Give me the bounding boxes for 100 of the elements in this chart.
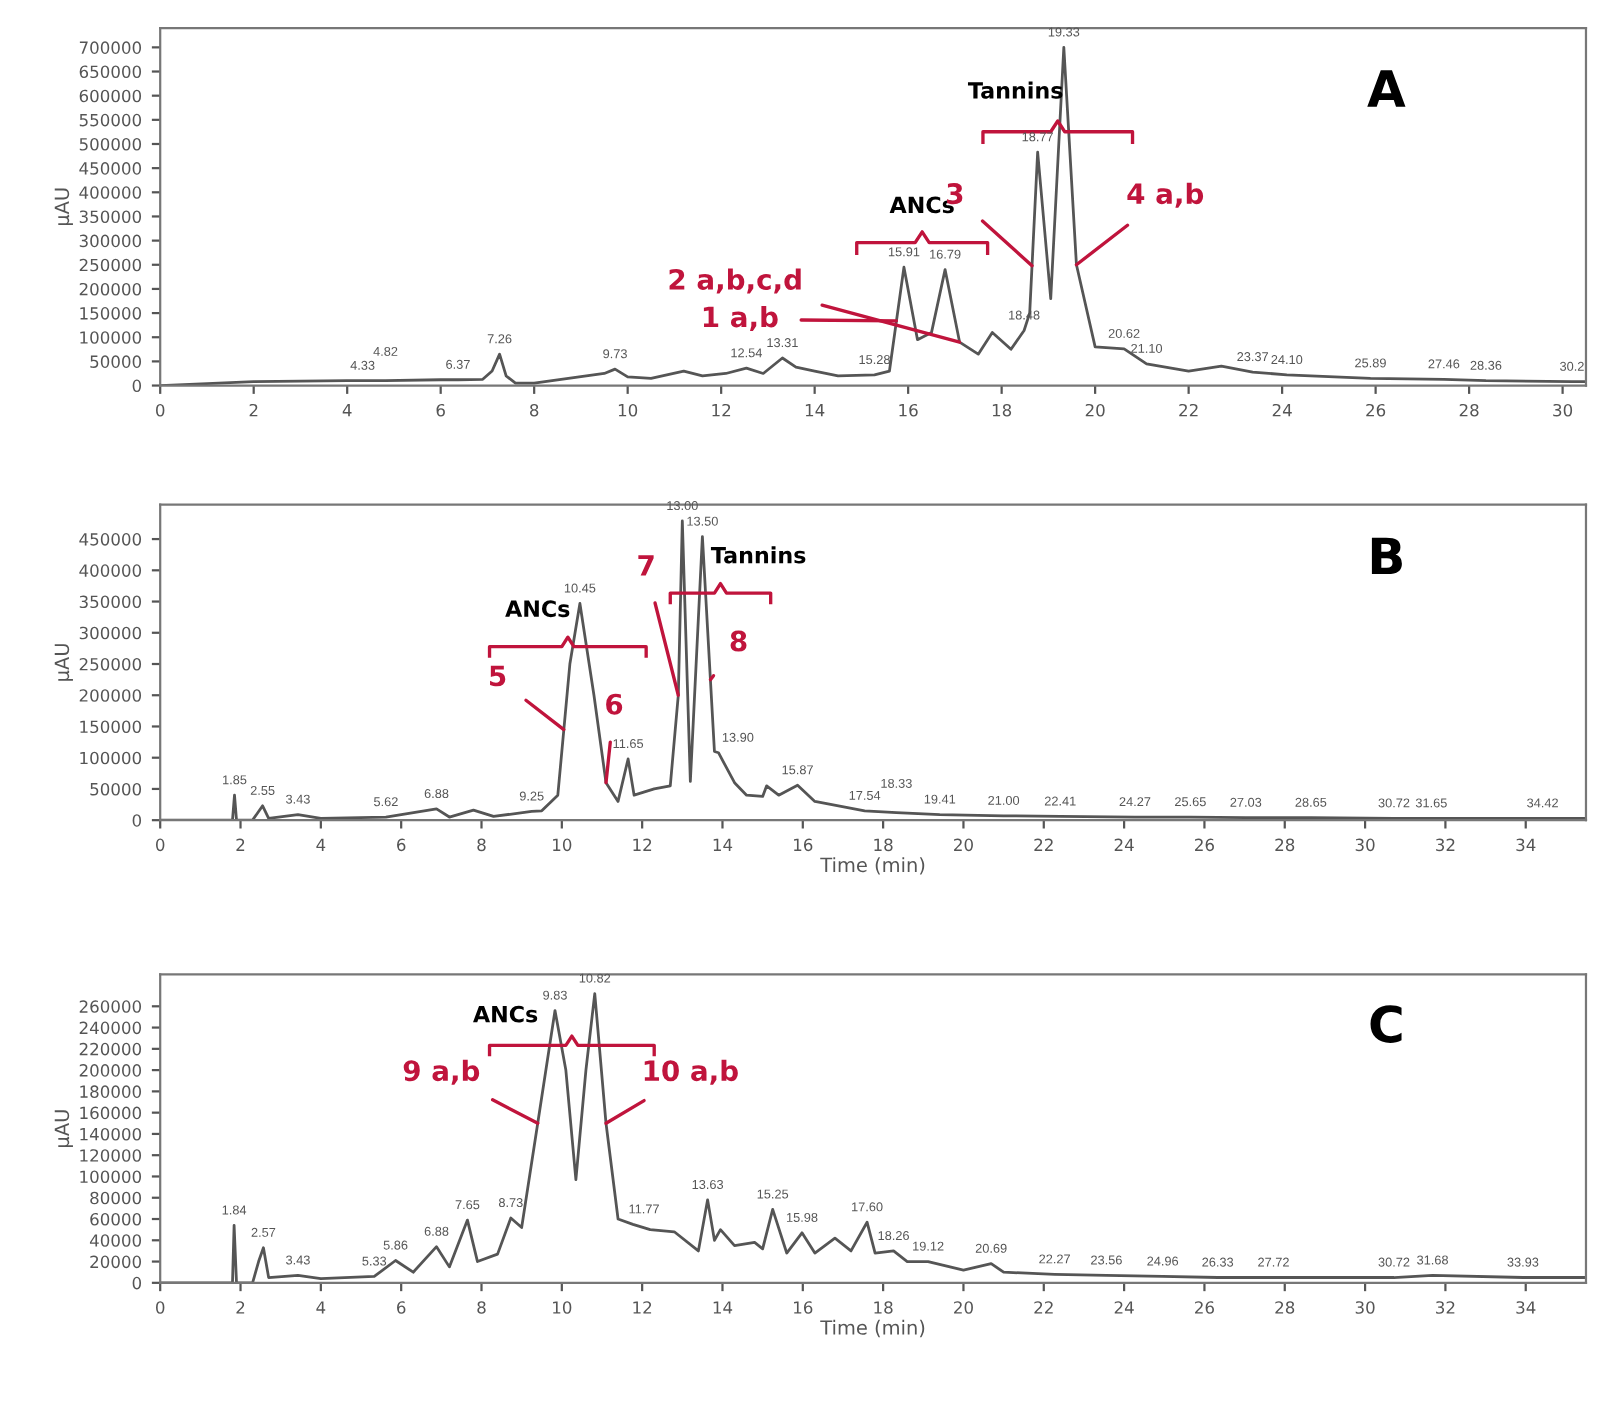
y-tick-label: 200000 xyxy=(79,282,142,296)
text: B xyxy=(1371,537,1402,575)
y-tick-label: 80000 xyxy=(90,1191,142,1205)
x-tick-label: 24 xyxy=(1114,1301,1134,1314)
y-tick-label: 450000 xyxy=(79,533,142,546)
x-tick-label: 28 xyxy=(1459,403,1479,417)
x-tick-label: 30 xyxy=(1355,1301,1375,1314)
x-tick-label: 10 xyxy=(553,1301,572,1314)
y-tick-label: 0 xyxy=(132,814,142,827)
x-tick-label: 18 xyxy=(874,1301,893,1314)
x-tick-label: 14 xyxy=(713,838,733,851)
y-tick-label: 50000 xyxy=(90,782,142,796)
annotation: Tannins xyxy=(710,546,806,564)
x-tick-label: 32 xyxy=(1436,838,1455,852)
x-tick-label: 20 xyxy=(954,1301,973,1314)
y-tick-label: 180000 xyxy=(80,1085,142,1098)
y-tick-label: 240000 xyxy=(79,1021,142,1035)
annotation: 8 xyxy=(730,630,747,652)
x-tick-label: 8 xyxy=(530,403,539,417)
x-tick-label: 0 xyxy=(156,1301,165,1314)
y-tick-label: 600000 xyxy=(79,89,142,103)
x-tick-label: 24 xyxy=(1114,838,1134,851)
y-tick-label: 40000 xyxy=(89,1234,142,1247)
y-tick-label: 550000 xyxy=(79,113,142,127)
y-tick-label: 500000 xyxy=(79,137,142,151)
text: A xyxy=(1367,70,1406,107)
annotation: ANCs xyxy=(473,1005,538,1023)
x-tick-label: 30 xyxy=(1355,838,1375,852)
x-tick-label: 12 xyxy=(712,403,731,417)
x-tick-label: 6 xyxy=(397,838,406,852)
chart-title: C xyxy=(1370,1005,1402,1043)
x-tick-label: 18 xyxy=(874,838,893,852)
x-tick-label: 16 xyxy=(794,838,813,852)
annotation: ANCs xyxy=(505,600,570,618)
x-tick-label: 6 xyxy=(397,1301,406,1314)
y-tick-label: 250000 xyxy=(79,657,142,671)
x-tick-label: 22 xyxy=(1034,838,1053,851)
x-tick-label: 34 xyxy=(1516,1301,1536,1314)
x-tick-label: 16 xyxy=(794,1301,813,1314)
annotation: 4 a,b xyxy=(1127,182,1204,208)
y-tick-label: 100000 xyxy=(80,331,142,344)
x-tick-label: 0 xyxy=(156,403,165,417)
x-tick-label: 32 xyxy=(1436,1301,1455,1314)
y-tick-label: 200000 xyxy=(79,689,142,702)
x-tick-label: 6 xyxy=(436,403,445,417)
x-axis-title: Time (min) xyxy=(820,1319,925,1338)
x-tick-label: 20 xyxy=(954,838,973,852)
x-tick-label: 24 xyxy=(1272,403,1292,417)
annotation: 10 a,b xyxy=(644,1059,738,1085)
y-tick-label: 220000 xyxy=(79,1042,142,1056)
x-tick-label: 8 xyxy=(477,838,486,852)
y-tick-label: 100000 xyxy=(80,1170,142,1184)
x-tick-label: 22 xyxy=(1179,403,1198,417)
y-tick-label: 400000 xyxy=(79,564,142,577)
y-tick-label: 150000 xyxy=(80,307,142,320)
y-tick-label: 350000 xyxy=(79,595,142,609)
x-tick-label: 28 xyxy=(1275,838,1295,852)
annotation: 6 xyxy=(606,693,623,715)
x-tick-label: 12 xyxy=(633,1301,652,1314)
y-tick-label: 650000 xyxy=(79,65,142,79)
x-axis-title: Time (min) xyxy=(820,857,925,875)
x-tick-label: 18 xyxy=(992,403,1012,417)
annotation: 5 xyxy=(490,665,506,687)
x-tick-label: 8 xyxy=(477,1301,486,1314)
x-tick-label: 22 xyxy=(1034,1301,1053,1314)
y-tick-label: 700000 xyxy=(79,41,142,54)
x-tick-label: 0 xyxy=(156,838,165,852)
y-tick-label: 160000 xyxy=(80,1106,142,1120)
y-tick-label: 50000 xyxy=(90,355,142,368)
y-tick-label: 150000 xyxy=(80,720,142,734)
y-tick-label: 0 xyxy=(132,1276,142,1290)
y-axis-title: μAU xyxy=(54,644,73,681)
annotation: 9 a,b xyxy=(403,1059,480,1085)
y-tick-label: 260000 xyxy=(79,1000,142,1013)
x-tick-label: 4 xyxy=(316,838,326,851)
x-tick-label: 20 xyxy=(1085,403,1105,417)
y-tick-label: 350000 xyxy=(79,210,142,224)
x-tick-label: 10 xyxy=(618,403,638,417)
x-tick-label: 34 xyxy=(1516,838,1536,852)
x-tick-label: 2 xyxy=(236,838,245,851)
x-tick-label: 30 xyxy=(1553,403,1573,417)
y-tick-label: 400000 xyxy=(79,186,142,199)
x-tick-label: 12 xyxy=(633,838,652,851)
y-tick-label: 60000 xyxy=(90,1212,142,1226)
x-tick-label: 4 xyxy=(316,1301,326,1314)
y-tick-label: 20000 xyxy=(90,1255,142,1269)
y-tick-label: 300000 xyxy=(79,626,142,640)
y-tick-label: 450000 xyxy=(79,162,142,175)
y-tick-label: 100000 xyxy=(80,751,142,765)
x-tick-label: 26 xyxy=(1366,403,1386,417)
x-tick-label: 16 xyxy=(899,403,918,417)
x-tick-label: 14 xyxy=(805,404,825,417)
y-tick-label: 300000 xyxy=(79,234,142,248)
annotation: 2 a,b,c,d xyxy=(669,268,801,294)
x-tick-label: 10 xyxy=(553,838,572,852)
annotation: 1 a,b xyxy=(703,305,778,332)
x-tick-label: 4 xyxy=(342,404,352,417)
x-tick-label: 28 xyxy=(1275,1301,1295,1314)
y-tick-label: 120000 xyxy=(80,1149,142,1162)
x-tick-label: 2 xyxy=(249,403,258,417)
